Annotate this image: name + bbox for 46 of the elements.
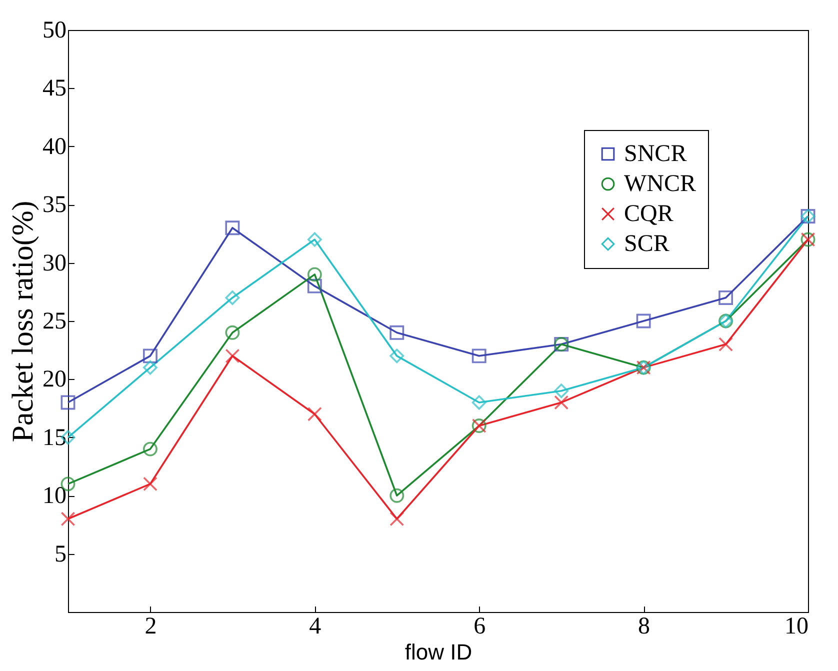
point bbox=[225, 348, 240, 364]
point bbox=[307, 232, 322, 247]
point bbox=[142, 476, 158, 492]
y-tick-label: 50 bbox=[42, 18, 66, 44]
point bbox=[636, 314, 651, 328]
point bbox=[225, 220, 240, 236]
point bbox=[225, 290, 240, 305]
point bbox=[142, 348, 158, 364]
x-tick-label: 6 bbox=[474, 614, 486, 640]
y-tick-label: 30 bbox=[42, 250, 66, 276]
legend-label: SCR bbox=[624, 231, 670, 257]
point bbox=[554, 384, 569, 398]
point bbox=[718, 290, 733, 305]
y-tick-label: 40 bbox=[42, 134, 66, 160]
point bbox=[554, 395, 569, 410]
point bbox=[225, 325, 240, 340]
point bbox=[390, 325, 404, 340]
point bbox=[307, 278, 322, 294]
y-tick-label: 45 bbox=[42, 76, 66, 102]
x-tick-label: 10 bbox=[784, 614, 808, 640]
y-tick-label: 25 bbox=[42, 308, 66, 334]
x-tick-label: 8 bbox=[638, 614, 650, 640]
point bbox=[390, 512, 404, 526]
point bbox=[142, 360, 158, 375]
point bbox=[60, 395, 76, 410]
legend-label: SNCR bbox=[624, 141, 687, 167]
y-tick-label: 5 bbox=[54, 541, 66, 568]
point bbox=[60, 512, 76, 526]
y-tick-label: 15 bbox=[42, 424, 66, 451]
point bbox=[390, 348, 404, 364]
point bbox=[307, 406, 322, 422]
legend-label: CQR bbox=[624, 201, 674, 227]
point bbox=[472, 348, 486, 364]
point bbox=[142, 442, 158, 456]
point bbox=[472, 395, 486, 410]
y-tick-label: 35 bbox=[42, 192, 66, 218]
point bbox=[307, 267, 322, 282]
x-axis-title: flow ID bbox=[404, 640, 472, 664]
y-tick-label: 20 bbox=[42, 366, 66, 393]
point bbox=[390, 488, 404, 503]
y-tick-label: 10 bbox=[42, 483, 66, 510]
y-axis-title: Packet loss ratio(%) bbox=[6, 200, 40, 442]
x-tick-label: 2 bbox=[144, 614, 157, 640]
point bbox=[718, 337, 734, 352]
x-tick-label: 4 bbox=[309, 614, 322, 640]
legend-label: WNCR bbox=[624, 171, 696, 197]
